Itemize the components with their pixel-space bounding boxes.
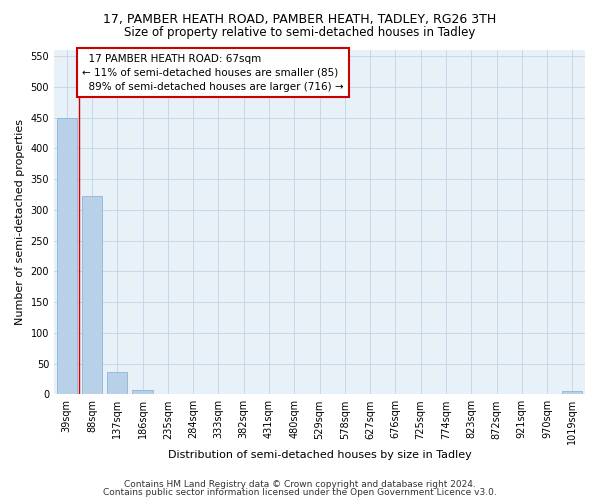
Bar bbox=[107, 372, 127, 394]
Text: 17 PAMBER HEATH ROAD: 67sqm
← 11% of semi-detached houses are smaller (85)
  89%: 17 PAMBER HEATH ROAD: 67sqm ← 11% of sem… bbox=[82, 54, 344, 92]
Y-axis label: Number of semi-detached properties: Number of semi-detached properties bbox=[15, 119, 25, 325]
Bar bbox=[82, 196, 102, 394]
Bar bbox=[56, 118, 77, 394]
Text: Size of property relative to semi-detached houses in Tadley: Size of property relative to semi-detach… bbox=[124, 26, 476, 39]
X-axis label: Distribution of semi-detached houses by size in Tadley: Distribution of semi-detached houses by … bbox=[167, 450, 472, 460]
Bar bbox=[562, 392, 583, 394]
Text: 17, PAMBER HEATH ROAD, PAMBER HEATH, TADLEY, RG26 3TH: 17, PAMBER HEATH ROAD, PAMBER HEATH, TAD… bbox=[103, 12, 497, 26]
Text: Contains public sector information licensed under the Open Government Licence v3: Contains public sector information licen… bbox=[103, 488, 497, 497]
Bar bbox=[133, 390, 152, 394]
Text: Contains HM Land Registry data © Crown copyright and database right 2024.: Contains HM Land Registry data © Crown c… bbox=[124, 480, 476, 489]
